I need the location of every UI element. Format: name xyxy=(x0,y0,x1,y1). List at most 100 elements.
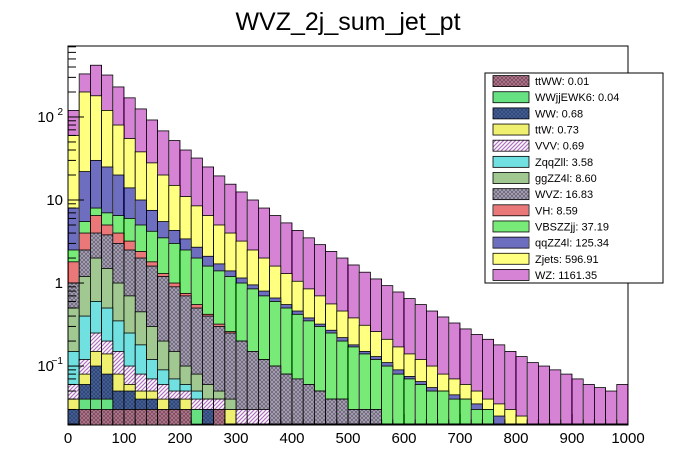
x-tick-label: 700 xyxy=(447,430,472,447)
legend-label: VH: 8.59 xyxy=(535,205,578,217)
y-tick-exponent: −1 xyxy=(52,356,64,367)
chart-title: WVZ_2j_sum_jet_pt xyxy=(235,8,460,36)
legend-swatch xyxy=(492,204,530,217)
x-tick-label: 400 xyxy=(279,430,304,447)
x-tick-label: 300 xyxy=(223,430,248,447)
bar-VVV-bin-16 xyxy=(246,409,259,426)
legend-swatch xyxy=(492,155,530,168)
bar-WVZ-bin-24 xyxy=(336,398,349,426)
bar-WVZ-bin-19 xyxy=(280,373,293,426)
bar-ttWW-bin-10 xyxy=(179,409,192,426)
bar-Zjets-bin-40 xyxy=(515,415,528,426)
bar-WW-bin-12 xyxy=(201,409,214,426)
legend-label: ttW: 0.73 xyxy=(535,125,579,137)
bar-ttW-bin-14 xyxy=(224,409,237,426)
legend-label: ggZZ4l: 8.60 xyxy=(535,173,597,185)
bar-ttWW-bin-4 xyxy=(112,409,125,426)
bar-VBSZZjj-bin-32 xyxy=(425,390,438,426)
bar-WZ-bin-40 xyxy=(515,356,528,426)
bar-ttWW-bin-3 xyxy=(101,409,114,426)
legend-label: ttWW: 0.01 xyxy=(535,76,589,88)
bar-WVZ-bin-22 xyxy=(313,390,326,426)
bar-Zjets-bin-39 xyxy=(504,409,517,426)
legend-swatch xyxy=(492,172,530,184)
bar-WZ-bin-43 xyxy=(549,369,562,426)
y-tick-label: 1 xyxy=(55,275,63,292)
legend-entry-WW: WW: 0.68 xyxy=(492,107,583,120)
legend-entry-VVV: VVV: 0.69 xyxy=(492,139,584,153)
bar-WVZ-bin-18 xyxy=(269,365,282,426)
bar-ttWW-bin-8 xyxy=(157,409,170,426)
legend-entry-WVZ: WVZ: 16.83 xyxy=(492,188,593,201)
legend-swatch xyxy=(492,123,530,136)
y-tick-label: 10 xyxy=(37,358,54,375)
bar-ttWW-bin-13 xyxy=(213,409,226,426)
legend-label: WW: 0.68 xyxy=(535,108,583,120)
legend-swatch xyxy=(492,107,530,120)
bar-WVZ-bin-26 xyxy=(358,409,371,426)
legend-label: VVV: 0.69 xyxy=(535,141,584,153)
legend-entry-Zjets: Zjets: 596.91 xyxy=(492,252,599,266)
bar-VVV-bin-17 xyxy=(257,409,270,426)
legend-label: Zjets: 596.91 xyxy=(535,254,599,266)
bar-ttWW-bin-5 xyxy=(123,409,136,426)
bar-WVZ-bin-20 xyxy=(291,378,304,426)
bar-WVZ-bin-25 xyxy=(347,409,360,426)
x-tick-label: 0 xyxy=(64,430,72,447)
legend-label: ZqqZll: 3.58 xyxy=(535,157,593,169)
legend-swatch xyxy=(492,236,530,249)
bar-ttWW-bin-6 xyxy=(134,409,147,426)
legend-label: WWjjEWK6: 0.04 xyxy=(535,92,619,104)
legend-swatch xyxy=(492,139,530,152)
legend-entry-ZqqZll: ZqqZll: 3.58 xyxy=(492,155,593,169)
x-tick-label: 900 xyxy=(559,430,584,447)
legend-swatch xyxy=(492,75,530,87)
bar-VBSZZjj-bin-34 xyxy=(448,398,461,426)
bar-WVZ-bin-23 xyxy=(325,398,338,426)
bar-qqZZ4l-bin-38 xyxy=(493,415,506,426)
legend-label: WZ: 1161.35 xyxy=(535,270,597,282)
x-tick-label: 1000 xyxy=(611,430,644,447)
y-tick-label: 10 xyxy=(37,109,54,126)
bar-ttWW-bin-7 xyxy=(145,409,158,426)
x-axis: 0 100 200 300 400 500 600 700 800 900 1000 xyxy=(64,414,645,447)
bar-WZ-bin-42 xyxy=(538,365,551,426)
legend-label: WVZ: 16.83 xyxy=(535,189,593,201)
legend: ttWW: 0.01 WWjjEWK6: 0.04 WW: 0.68 ttW: 0.7… xyxy=(484,72,664,284)
bar-ttWW-bin-2 xyxy=(90,409,103,426)
bar-WZ-bin-41 xyxy=(526,362,539,426)
bar-WZ-bin-48 xyxy=(605,390,618,426)
x-tick-label: 100 xyxy=(111,430,136,447)
x-tick-label: 500 xyxy=(335,430,360,447)
legend-label: VBSZZjj: 37.19 xyxy=(535,221,609,233)
bar-WVZ-bin-27 xyxy=(369,409,382,426)
bar-WZ-bin-47 xyxy=(594,387,607,426)
legend-label: qqZZ4l: 125.34 xyxy=(535,238,609,250)
legend-entry-ttW: ttW: 0.73 xyxy=(492,123,579,137)
legend-swatch xyxy=(492,269,530,281)
bar-ttWW-bin-1 xyxy=(78,409,91,426)
legend-swatch xyxy=(492,252,530,265)
legend-entry-qqZZ4l: qqZZ4l: 125.34 xyxy=(492,236,609,250)
legend-entry-VH: VH: 8.59 xyxy=(492,204,578,217)
bar-VBSZZjj-bin-31 xyxy=(414,384,427,426)
x-tick-label: 600 xyxy=(391,430,416,447)
bar-WZ-bin-46 xyxy=(582,384,595,426)
legend-swatch xyxy=(492,220,530,233)
bar-WVZ-bin-21 xyxy=(302,384,315,426)
bar-VVV-bin-15 xyxy=(235,409,248,426)
bar-VBSZZjj-bin-35 xyxy=(459,398,472,426)
x-tick-label: 800 xyxy=(503,430,528,447)
bar-VBSZZjj-bin-36 xyxy=(470,409,483,426)
legend-entry-ggZZ4l: ggZZ4l: 8.60 xyxy=(492,172,597,185)
bar-VBSZZjj-bin-37 xyxy=(481,409,494,426)
legend-entry-WZ: WZ: 1161.35 xyxy=(492,269,597,282)
bar-WZ-bin-44 xyxy=(560,373,573,426)
bar-WZ-bin-49 xyxy=(616,384,629,426)
bar-VBSZZjj-bin-29 xyxy=(392,373,405,426)
bar-WW-bin-0 xyxy=(67,409,80,426)
x-tick-label: 200 xyxy=(167,430,192,447)
legend-entry-VBSZZjj: VBSZZjj: 37.19 xyxy=(492,220,609,233)
